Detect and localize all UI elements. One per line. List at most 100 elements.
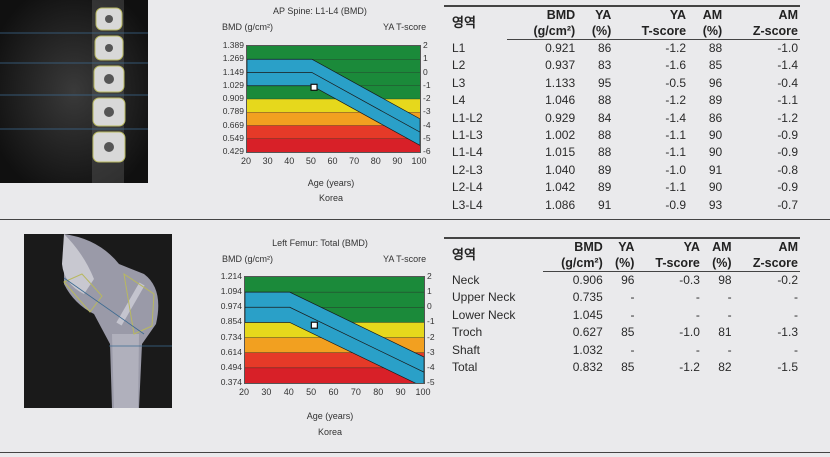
femur-header-bmd-unit: (g/cm²) <box>543 255 605 272</box>
spine-cell-t: -1.2 <box>665 93 687 108</box>
femur-cell-z: - <box>794 342 798 357</box>
y-tick-label: 1.389 <box>222 40 244 50</box>
spine-cell-ya: 86 <box>597 41 612 55</box>
spine-cell-region: L1 <box>452 40 466 55</box>
femur-cell-z: -0.2 <box>777 273 798 287</box>
spine-cell-t: -1.6 <box>665 58 687 73</box>
spine-table-row: L1-L2 0.929 84 -1.4 86 -1.2 <box>444 110 800 127</box>
spine-header-z-score: Z-score <box>724 23 800 40</box>
y-tick-label: 0.789 <box>222 106 244 117</box>
y-tick-label: 0.549 <box>222 132 244 143</box>
femur-table-body: Neck 0.906 96 -0.3 98 -0.2 Upper Neck 0.735 - - - -… <box>444 272 800 377</box>
x-tick-label: 90 <box>395 387 406 397</box>
x-tick-label: 70 <box>349 156 360 166</box>
spine-cell-region: L1-L3 <box>452 128 483 143</box>
femur-table-row: Troch 0.627 85 -1.0 81 -1.3 <box>444 324 800 341</box>
y-tick-label: 0.854 <box>220 316 242 327</box>
t-score-tick-label: -4 <box>427 361 435 372</box>
t-score-tick-label: -1 <box>423 79 431 90</box>
femur-xray-image <box>24 234 172 408</box>
femur-xray-graphic <box>24 234 172 408</box>
chart-reference-band <box>245 291 424 383</box>
spine-cell-bmd: 0.937 <box>545 58 576 73</box>
spine-cell-am: 93 <box>708 197 723 212</box>
spine-header-am: AM <box>702 8 723 22</box>
y-tick-label: 1.029 <box>222 79 244 90</box>
femur-chart-xlabel: Age (years) <box>306 411 354 421</box>
spine-cell-bmd: 0.921 <box>545 41 576 55</box>
spine-cell-z: -0.9 <box>777 180 798 195</box>
spine-header-region: 영역 <box>452 15 476 31</box>
x-tick-label: 50 <box>305 156 316 166</box>
x-tick-label: 20 <box>238 387 249 397</box>
spine-cell-am: 91 <box>708 162 723 177</box>
femur-chart-ylabel: BMD (g/cm²) <box>222 254 273 264</box>
spine-cell-z: -0.9 <box>777 145 798 160</box>
spine-table-row: L2-L3 1.040 89 -1.0 91 -0.8 <box>444 162 800 179</box>
bottom-divider <box>0 452 830 453</box>
femur-table-row: Neck 0.906 96 -0.3 98 -0.2 <box>444 272 800 290</box>
y-tick-label: 0.734 <box>220 331 242 342</box>
spine-cell-ya: 88 <box>597 128 612 143</box>
spine-cell-t: -1.4 <box>665 110 687 125</box>
spine-cell-z: -1.2 <box>777 110 798 125</box>
y-tick-label: 1.214 <box>220 271 242 281</box>
x-tick-label: 100 <box>415 387 431 397</box>
spine-cell-z: -0.9 <box>777 128 798 143</box>
x-tick-label: 100 <box>411 156 427 166</box>
spine-xray-image <box>0 0 148 183</box>
femur-cell-z: -1.3 <box>777 325 798 340</box>
spine-table-row: L2 0.937 83 -1.6 85 -1.4 <box>444 57 800 74</box>
femur-header-region: 영역 <box>452 247 476 263</box>
spine-chart-country: Korea <box>318 193 344 203</box>
spine-cell-ya: 89 <box>597 162 612 177</box>
femur-cell-z: -1.5 <box>777 360 798 375</box>
femur-cell-am: 81 <box>718 325 732 340</box>
spine-cell-am: 90 <box>708 128 723 143</box>
spine-table-row: L1 0.921 86 -1.2 88 -1.0 <box>444 40 800 58</box>
femur-table-row: Lower Neck 1.045 - - - - <box>444 307 800 324</box>
y-tick-label: 1.269 <box>222 53 244 64</box>
spine-cell-bmd: 1.042 <box>545 180 576 195</box>
t-score-tick-label: -2 <box>427 331 435 342</box>
femur-cell-bmd: 0.735 <box>572 290 603 305</box>
spine-cell-z: -0.4 <box>777 75 798 90</box>
femur-cell-am: - <box>727 290 732 305</box>
femur-cell-t: - <box>695 342 700 357</box>
x-tick-label: 80 <box>373 387 384 397</box>
x-tick-label: 60 <box>328 387 339 397</box>
spine-chart-xlabel: Age (years) <box>307 178 355 188</box>
y-tick-label: 0.494 <box>220 361 242 372</box>
spine-cell-z: -0.7 <box>777 197 798 212</box>
spine-cell-bmd: 1.015 <box>545 145 576 160</box>
t-score-tick-label: -5 <box>427 377 435 387</box>
spine-cell-z: -1.0 <box>777 41 798 55</box>
spine-cell-am: 96 <box>708 75 723 90</box>
y-tick-label: 0.974 <box>220 301 242 312</box>
spine-cell-region: L2-L4 <box>452 180 483 195</box>
spine-header-am-pct: (%) <box>688 23 725 40</box>
femur-cell-t: -1.2 <box>679 360 700 375</box>
t-score-tick-label: 2 <box>427 271 432 281</box>
spine-cell-t: -1.1 <box>665 145 687 160</box>
chart-zone-band <box>247 125 420 140</box>
t-score-tick-label: -6 <box>423 146 431 156</box>
t-score-tick-label: -2 <box>423 93 431 103</box>
femur-cell-z: - <box>794 290 798 305</box>
spine-cell-region: L1-L2 <box>452 110 483 125</box>
femur-cell-region: Total <box>452 360 478 375</box>
femur-table-row: Total 0.832 85 -1.2 82 -1.5 <box>444 359 800 376</box>
t-score-tick-label: -4 <box>423 119 431 130</box>
spine-cell-t: -1.1 <box>665 180 687 195</box>
spine-cell-t: -0.9 <box>665 197 687 212</box>
femur-chart-country: Korea <box>317 427 343 437</box>
t-score-tick-label: 1 <box>423 53 428 64</box>
femur-bmd-chart <box>244 276 425 384</box>
spine-results-table: 영역 BMD YA YA AM AM (g/cm²) (%) T-score (… <box>444 5 800 215</box>
spine-cell-region: L3 <box>452 75 466 90</box>
femur-chart-svg <box>245 277 424 383</box>
spine-cell-region: L1-L4 <box>452 145 483 160</box>
spine-cell-am: 88 <box>708 41 723 55</box>
spine-cell-bmd: 1.046 <box>545 93 576 108</box>
y-tick-label: 1.094 <box>220 286 242 297</box>
